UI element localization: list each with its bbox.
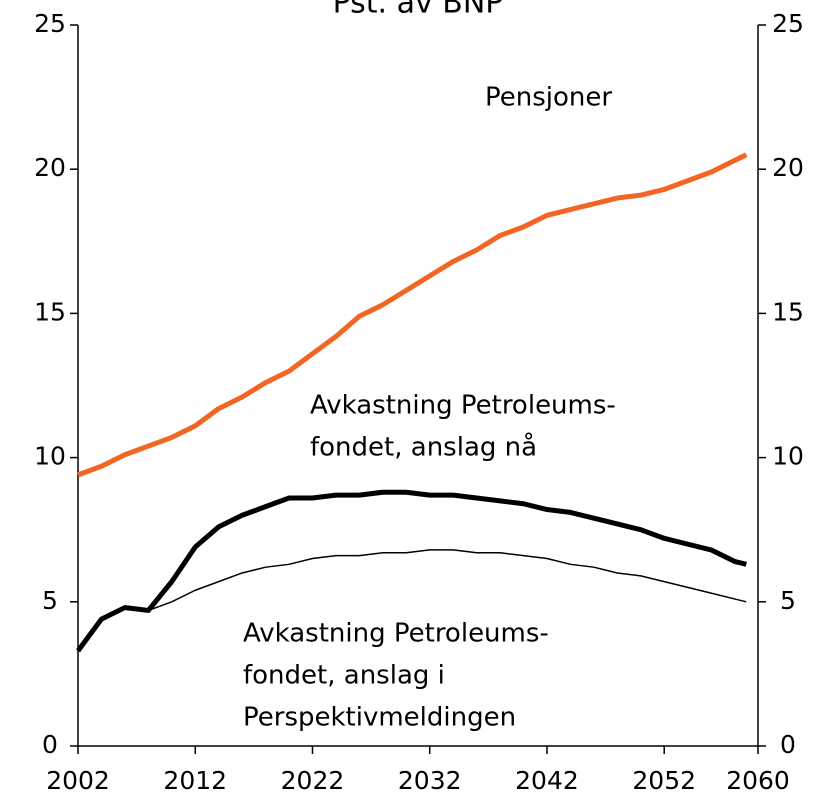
series-line [75,489,747,653]
y2-tick-label: 10 [772,442,804,471]
y2-tick-label: 15 [772,297,804,326]
y-tick-label: 5 [42,586,58,615]
y-tick-label: 15 [34,297,66,326]
annotation: Avkastning Petroleums- [243,619,549,649]
x-tick-label: 2032 [398,766,462,795]
y-tick-label: 20 [34,153,66,182]
x-tick-label: 2060 [726,766,790,795]
annotation: fondet, anslag nå [310,432,537,463]
y2-tick-label: 25 [772,9,804,38]
y-tick-label: 0 [42,730,58,759]
y2-tick-label: 5 [780,586,796,615]
x-tick-label: 2042 [515,766,579,795]
annotation: fondet, anslag i [243,661,445,691]
y2-tick-label: 0 [780,730,796,759]
y2-tick-label: 20 [772,153,804,182]
y-tick-label: 10 [34,442,66,471]
x-tick-label: 2022 [281,766,345,795]
x-tick-label: 2052 [632,766,696,795]
chart-title: Pst. av BNP [333,0,504,21]
annotation: Avkastning Petroleums- [310,391,616,421]
series-line [77,549,747,652]
x-tick-label: 2012 [163,766,227,795]
x-tick-label: 2002 [46,766,110,795]
annotation: Perspektivmeldingen [243,703,516,733]
y-tick-label: 25 [34,9,66,38]
annotation: Pensjoner [485,83,612,113]
series-line [77,152,748,478]
